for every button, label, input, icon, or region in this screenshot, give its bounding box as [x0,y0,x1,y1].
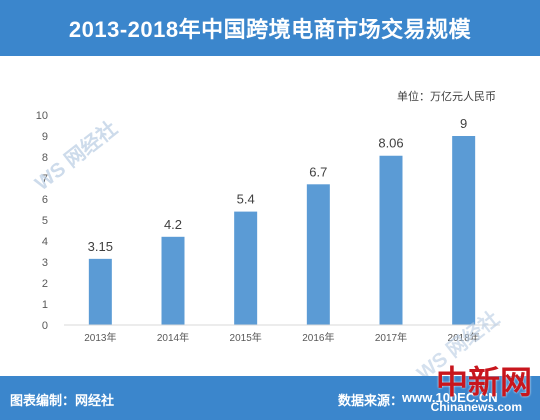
data-label: 3.15 [88,239,113,254]
y-tick-label: 4 [42,236,48,248]
chart-area: 0 1 2 3 4 5 6 7 8 9 10 3.15 4.2 5.4 6.7 8.06 9 2013年 201… [0,56,540,376]
y-tick-label: 2 [42,278,48,290]
y-tick-label: 7 [42,173,48,185]
footer-bar: 图表编制：网经社 数据来源： www.100EC.CN [0,376,540,420]
x-axis: 2013年 2014年 2015年 2016年 2017年 2018年 [84,331,480,344]
bar [234,211,258,325]
data-label: 4.2 [164,217,182,232]
x-tick-label: 2016年 [302,331,334,344]
x-tick-label: 2014年 [157,331,189,344]
x-tick-label: 2015年 [230,331,262,344]
x-tick-label: 2017年 [375,331,407,344]
data-label: 6.7 [309,164,327,179]
data-label: 5.4 [237,192,255,207]
chinanews-logo: 中新网 [435,363,532,401]
bar [88,258,112,325]
bar [452,136,476,325]
y-tick-label: 6 [42,194,48,206]
unit-label: 单位：万亿元人民币 [397,89,496,103]
chart-credit: 图表编制：网经社 [10,393,115,408]
y-tick-label: 3 [42,257,48,269]
y-axis: 0 1 2 3 4 5 6 7 8 9 10 [36,110,48,332]
bar-series [88,136,476,325]
bar [161,236,185,325]
data-labels: 3.15 4.2 5.4 6.7 8.06 9 [88,116,468,254]
x-tick-label: 2013年 [84,331,116,344]
data-label: 9 [460,116,467,131]
chinanews-site: Chinanews.com [430,400,522,414]
y-tick-label: 0 [42,320,48,332]
y-tick-label: 1 [42,299,48,311]
data-source-label: 数据来源： [338,393,404,408]
data-label: 8.06 [378,136,403,151]
bar [306,184,330,325]
bar [379,155,403,325]
x-tick-label: 2018年 [448,331,480,344]
y-tick-label: 8 [42,152,48,164]
y-tick-label: 5 [42,215,48,227]
y-tick-label: 10 [36,110,48,122]
title-bar: 2013-2018年中国跨境电商市场交易规模 [0,0,540,56]
page-title: 2013-2018年中国跨境电商市场交易规模 [68,17,472,42]
data-source-site: www.100EC.CN [402,390,498,405]
y-tick-label: 9 [42,131,48,143]
